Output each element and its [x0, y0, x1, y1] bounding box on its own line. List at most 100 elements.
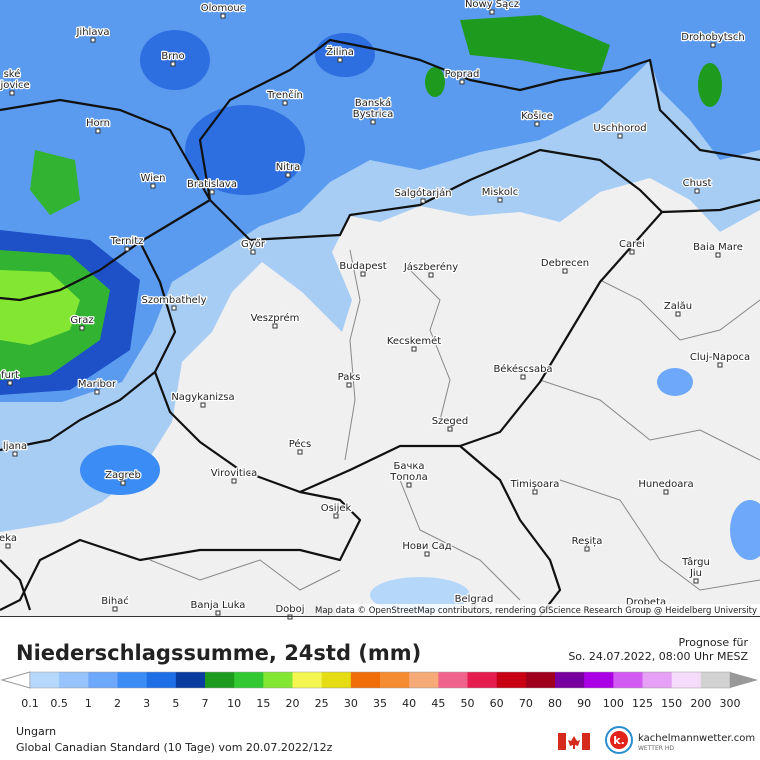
legend: 0.1 0.5 1 2 3 5 7 10 15 20 25 30 35 40 45 50 60 70 80 90 100… [0, 671, 758, 710]
city-label: Carei [619, 239, 645, 250]
legend-swatch [30, 672, 60, 688]
legend-label: 20 [286, 697, 300, 710]
border-bosnia [0, 490, 362, 611]
city: Bihać [100, 594, 130, 612]
legend-swatch [496, 672, 527, 688]
city-label: Chust [683, 178, 712, 189]
city-label: Wien [141, 173, 166, 184]
city-label: Bihać [101, 595, 129, 607]
city-label: Doboj [275, 604, 304, 615]
city-dot [717, 362, 723, 368]
city-label: Banská [355, 97, 391, 109]
city: Bratislava [186, 178, 238, 195]
precip-light [730, 500, 760, 560]
city-dot [459, 79, 465, 85]
city-dot [360, 271, 366, 277]
city-label: eka [0, 533, 17, 544]
city-label: Debrecen [541, 258, 589, 269]
city-label: Szombathely [141, 295, 206, 306]
forecast-time: So. 24.07.2022, 08:00 Uhr MESZ [568, 650, 748, 663]
city-label: Szeged [432, 416, 469, 427]
city-label: Košice [521, 110, 553, 122]
city: Salgótarján [393, 186, 453, 204]
city: skéějovice [0, 67, 31, 96]
city-label: Bystrica [353, 109, 393, 120]
city: Chust [681, 177, 713, 194]
city-dot [95, 128, 101, 134]
legend-label: 25 [315, 697, 329, 710]
legend-label: 300 [720, 697, 741, 710]
legend-label: 60 [490, 697, 504, 710]
flag-band [558, 733, 566, 750]
legend-label: 0.5 [50, 697, 68, 710]
city-dot [447, 426, 453, 432]
legend-label: 90 [577, 697, 591, 710]
precip-dark [185, 105, 305, 195]
city-dot [420, 198, 426, 204]
city-dot [120, 480, 126, 486]
city: Olomouc [200, 2, 246, 19]
city: Graz [69, 314, 95, 331]
city-label: Jászberény [403, 261, 458, 273]
city-dot [7, 380, 13, 386]
city-label: Бачка [393, 461, 424, 472]
city: Timișoara [508, 478, 561, 495]
city-label: Maribor [78, 379, 117, 390]
city-dot [333, 513, 339, 519]
city: Békéscsaba [492, 362, 554, 380]
city-dot [337, 57, 343, 63]
legend-swatch [117, 672, 148, 688]
city: Uschhorod [592, 122, 648, 139]
city: Jihlava [74, 26, 111, 43]
legend-label: 40 [402, 697, 416, 710]
city-label: Poprad [445, 69, 480, 80]
city-label: Osijek [321, 503, 352, 514]
region-border [539, 379, 760, 461]
city-label: ské [4, 68, 21, 80]
city-dot [663, 489, 669, 495]
legend-swatch [467, 672, 498, 688]
map: Olomouc Nowy Sącz Jihlava Brno Žilina Poprad D… [0, 0, 760, 620]
city: Brno [160, 50, 186, 67]
city: Hunedoara [637, 478, 695, 495]
city-dot [200, 402, 206, 408]
city: Ternitz [108, 235, 145, 252]
city: Trenčín [265, 88, 304, 106]
brand[interactable]: kachelmannwetter.com [638, 733, 755, 744]
legend-label: 50 [461, 697, 475, 710]
city-dot [617, 133, 623, 139]
city-label: Pécs [289, 438, 312, 450]
city-labels: Olomouc Nowy Sącz Jihlava Brno Žilina Poprad D… [0, 0, 751, 620]
legend-swatch [146, 672, 177, 688]
city: Nitra [275, 161, 301, 178]
city-label: Uschhorod [593, 123, 646, 134]
city-label: Békéscsaba [493, 363, 552, 375]
city: furt [0, 369, 20, 386]
legend-swatch [555, 672, 585, 688]
city-label: Nowy Sącz [465, 0, 519, 10]
city-label: Trenčín [266, 89, 303, 101]
city-dot [489, 9, 495, 15]
city-label: Cluj-Napoca [690, 352, 750, 363]
city-dot [562, 268, 568, 274]
city-dot [285, 172, 291, 178]
city-label: Nagykanizsa [171, 392, 234, 403]
city-label: Salgótarján [394, 187, 451, 199]
brand-sub: WETTER HD [638, 745, 674, 752]
brand-logo-letter: k. [613, 734, 625, 747]
city-dot [94, 389, 100, 395]
legend-swatch [380, 672, 410, 688]
region-border [344, 249, 361, 461]
legend-swatch [350, 672, 381, 688]
city: Paks [336, 371, 362, 388]
city-dot [170, 61, 176, 67]
city-label: Brno [161, 51, 184, 62]
region-border [149, 559, 341, 591]
legend-label: 100 [603, 697, 624, 710]
city-dot [424, 551, 430, 557]
legend-label: 125 [632, 697, 653, 710]
border-austria-czech [0, 98, 211, 201]
region-border [409, 269, 451, 421]
